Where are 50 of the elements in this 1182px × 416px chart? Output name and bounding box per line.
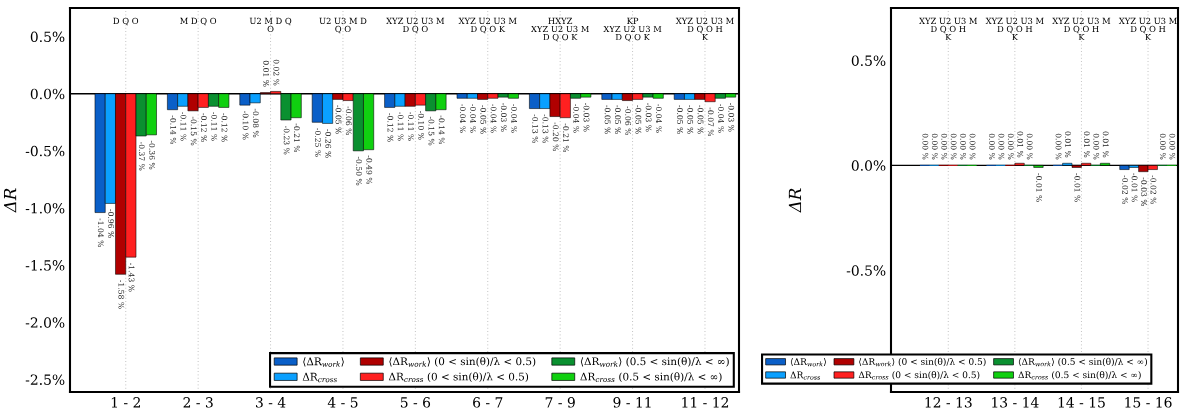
annotation: U2 M D Q O xyxy=(249,17,292,33)
x-tick-label: 5 - 6 xyxy=(400,397,431,408)
y-tick-label: 0.0% xyxy=(851,160,886,171)
legend-label: ⟨ΔR$_{work}$⟩ xyxy=(790,358,826,367)
y-tick-label: -1.0% xyxy=(25,202,65,214)
x-tick-label: 7 - 9 xyxy=(545,397,575,408)
annotation: HXYZ XYZ U2 U3 M D Q O K xyxy=(531,17,589,42)
y-tick-label: 0.5% xyxy=(30,31,65,43)
legend-label: ΔR$_{cross}$ xyxy=(302,372,337,383)
x-tick-label: 14 - 15 xyxy=(1058,397,1105,408)
annotation: D Q O xyxy=(113,17,139,26)
y-tick-label: 0.5% xyxy=(851,55,886,66)
x-tick-label: 15 - 16 xyxy=(1125,397,1172,408)
legend-label: ⟨ΔR$_{work}$⟩ (0.5 < sin(θ)/λ < ∞) xyxy=(580,357,729,367)
legend-label: ⟨ΔR$_{work}$⟩ (0.5 < sin(θ)/λ < ∞) xyxy=(1018,357,1147,367)
annotation: XYZ U2 U3 M D Q O H K xyxy=(1118,17,1177,41)
annotation: XYZ U2 U3 M D Q O H K xyxy=(919,17,978,41)
y-tick-label: -1.5% xyxy=(25,260,65,271)
annotation: XYZ U2 U3 M D Q O H K xyxy=(675,17,734,41)
legend-label: ⟨ΔR$_{work}$⟩ (0 < sin(θ)/λ < 0.5) xyxy=(389,357,536,367)
legend-label: ⟨ΔR$_{work}$⟩ (0 < sin(θ)/λ < 0.5) xyxy=(859,357,986,367)
legend-label: ΔR$_{cross}$ (0 < sin(θ)/λ < 0.5) xyxy=(388,372,529,383)
legend-label: ⟨ΔR$_{work}$⟩ xyxy=(303,357,344,367)
y-tick-label: -2.0% xyxy=(25,317,65,328)
annotation: M D Q O xyxy=(180,17,217,26)
y-tick-label: -2.5% xyxy=(25,374,65,385)
y-tick-label: -0.5% xyxy=(25,145,65,157)
legend-label: ΔR$_{cross}$ xyxy=(790,371,821,380)
x-tick-label: 13 - 14 xyxy=(992,397,1039,408)
annotation: U2 U3 M D Q O xyxy=(319,17,367,34)
x-tick-label: 11 - 12 xyxy=(682,397,729,408)
y-axis-title: ΔR xyxy=(3,188,17,213)
annotation: XYZ U2 U3 M D Q O H K xyxy=(1052,17,1111,41)
legend-label: ΔR$_{cross}$ (0.5 < sin(θ)/λ < ∞) xyxy=(1018,371,1141,380)
x-tick-label: 4 - 5 xyxy=(327,397,358,408)
x-tick-label: 1 - 2 xyxy=(111,397,140,408)
x-tick-label: 9 - 11 xyxy=(613,397,651,408)
x-tick-label: 6 - 7 xyxy=(473,397,503,408)
annotation: XYZ U2 U3 M D Q O H K xyxy=(985,17,1044,41)
y-tick-label: 0.0% xyxy=(30,88,65,100)
x-tick-label: 12 - 13 xyxy=(925,397,972,408)
legend-label: ΔR$_{cross}$ (0.5 < sin(θ)/λ < ∞) xyxy=(580,372,722,383)
annotation: KP XYZ U2 U3 M D Q O K xyxy=(603,17,662,42)
annotation: XYZ U2 U3 M D Q O xyxy=(386,17,445,34)
y-axis-title: ΔR xyxy=(788,188,802,213)
y-tick-label: -0.5% xyxy=(846,265,886,276)
annotation: XYZ U2 U3 M D Q O K xyxy=(458,17,517,34)
x-tick-label: 2 - 3 xyxy=(183,397,213,408)
x-tick-label: 3 - 4 xyxy=(256,397,286,408)
legend-label: ΔR$_{cross}$ (0 < sin(θ)/λ < 0.5) xyxy=(858,371,980,380)
